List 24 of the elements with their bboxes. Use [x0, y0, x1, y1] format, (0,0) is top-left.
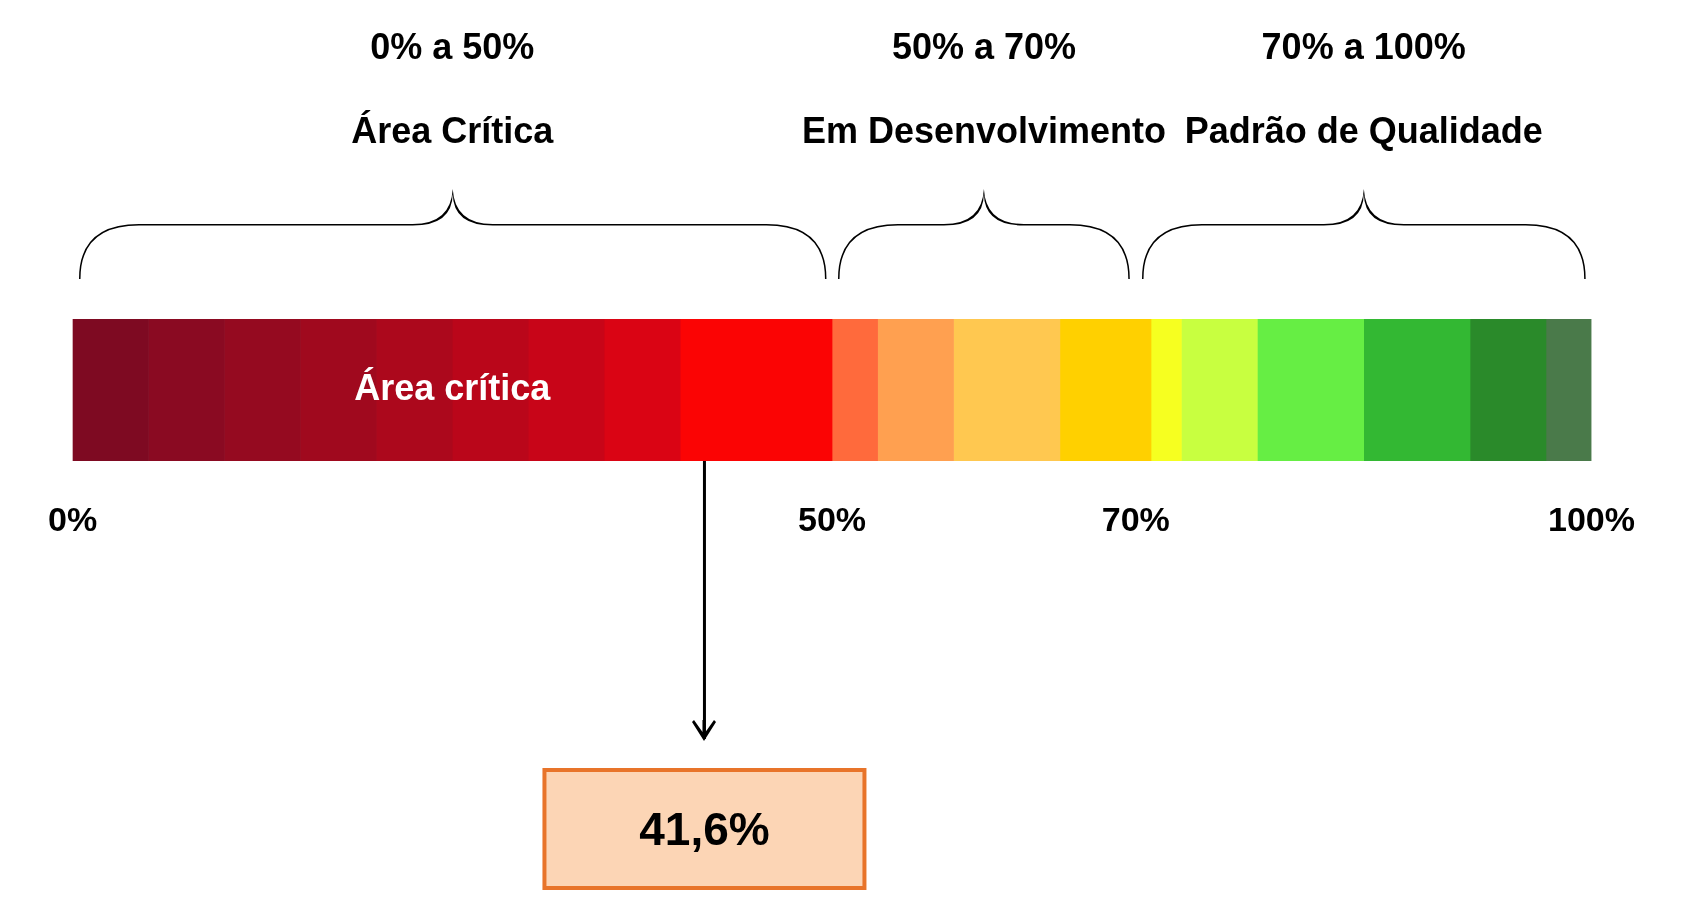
text: 70% a 100%: [1261, 25, 1466, 67]
bar: [831, 319, 878, 461]
text: Em Desenvolvimento: [801, 109, 1166, 151]
ref-line-label: 41,6%: [639, 802, 770, 855]
bar: [953, 319, 1061, 461]
x-tick-label: 70%: [1101, 499, 1170, 538]
bar: [877, 319, 954, 461]
text: 50% a 70%: [891, 25, 1077, 67]
bar: [1150, 319, 1182, 461]
bar: [603, 319, 681, 461]
bar: [1469, 319, 1547, 461]
text: Área Crítica: [351, 109, 555, 151]
bar: [1059, 319, 1152, 461]
text: 0% a 50%: [370, 25, 535, 67]
annotation: Área crítica: [354, 366, 552, 408]
bar: [1257, 319, 1365, 461]
bar: [1545, 319, 1592, 461]
bar: [679, 319, 833, 461]
text: Padrão de Qualidade: [1184, 109, 1543, 151]
x-tick-label: 100%: [1548, 499, 1635, 538]
x-tick-label: 0%: [48, 499, 98, 538]
bar: [1363, 319, 1471, 461]
x-tick-label: 50%: [798, 499, 867, 538]
bar: [1181, 319, 1258, 461]
